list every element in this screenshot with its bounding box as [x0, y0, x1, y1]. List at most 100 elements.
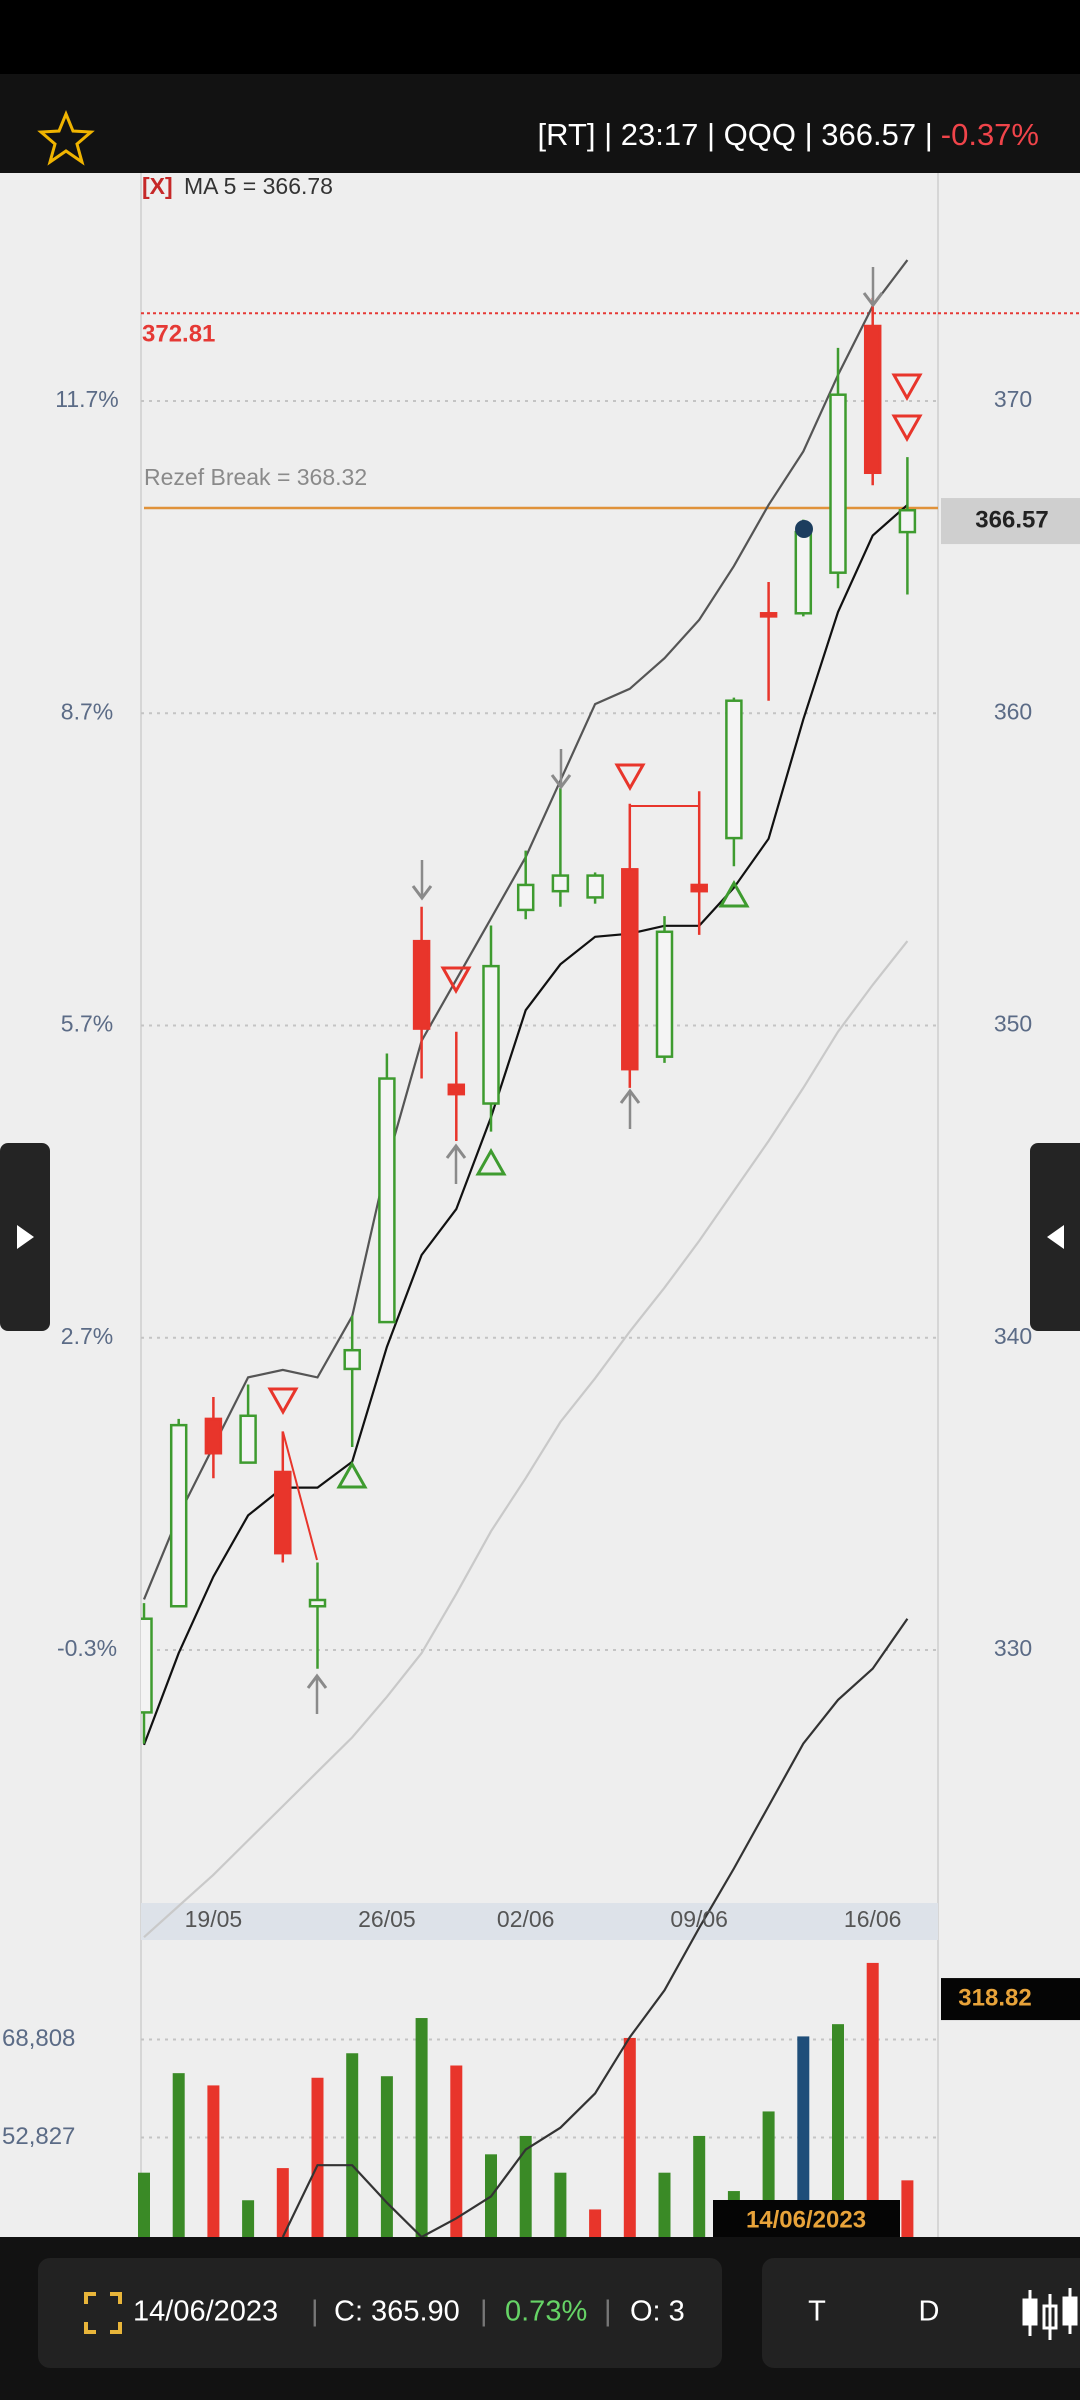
volume-bar: [519, 2135, 532, 2237]
up-arrow-head: [619, 1088, 641, 1104]
price-tick-label: 340: [994, 1323, 1032, 1349]
candle-body: [412, 939, 431, 1030]
percent-tick-label: 5.7%: [61, 1011, 113, 1037]
candle-body: [204, 1417, 223, 1455]
volume-bar: [276, 2168, 289, 2237]
candle-body: [141, 1617, 153, 1714]
volume-bar: [242, 2200, 255, 2237]
up-arrow-head: [306, 1673, 328, 1689]
candle-body: [169, 1423, 188, 1608]
volume-bar: [450, 2065, 463, 2237]
cursor-date: 14/06/2023: [746, 2206, 866, 2233]
separator: |: [480, 2296, 488, 2328]
candle-body: [621, 868, 639, 1071]
candle-body: [447, 1083, 466, 1096]
percent-tick-label: 11.7%: [55, 386, 119, 412]
candle-body: [898, 508, 917, 534]
volume-bar: [832, 2024, 844, 2237]
candle-body: [655, 930, 674, 1058]
candle-body: [274, 1470, 292, 1555]
separator: |: [311, 2296, 319, 2328]
left-tab-arrow: [17, 1225, 34, 1249]
date-strip: [141, 1903, 938, 1940]
date-label: 02/06: [497, 1906, 555, 1932]
candle-body: [378, 1077, 396, 1324]
volume-bar: [866, 1962, 879, 2237]
date-label: 26/05: [358, 1906, 416, 1932]
volume-bar: [207, 2085, 220, 2237]
volume-tick-label: 52,827: [2, 2123, 75, 2150]
header-bar: [0, 74, 1080, 173]
volume-bar: [380, 2076, 393, 2237]
level-label: 372.81: [142, 321, 215, 348]
percent-tick-label: -0.3%: [57, 1635, 117, 1661]
price-tick-label: 370: [994, 386, 1032, 412]
sell-signal: [614, 763, 646, 792]
candle-body: [863, 324, 882, 475]
ma-line: [143, 940, 909, 1939]
price-tick-label: 360: [994, 698, 1032, 724]
down-arrow-head: [550, 774, 572, 790]
expand-icon[interactable]: [84, 2292, 122, 2334]
volume-bar: [415, 2018, 428, 2237]
header-quote: [RT] | 23:17 | QQQ | 366.57 | -0.37%: [538, 117, 1039, 152]
candle-body: [308, 1598, 327, 1608]
candle-body: [794, 530, 813, 615]
header-text: [RT] | 23:17 | QQQ | 366.57 |: [538, 117, 933, 152]
chart-type-icon[interactable]: [1022, 2288, 1078, 2340]
ma-line: [281, 1618, 909, 2237]
date-label: 16/06: [844, 1906, 902, 1932]
down-arrow-head: [411, 885, 433, 901]
volume-bar: [658, 2172, 671, 2237]
buy-signal: [475, 1147, 507, 1176]
price-marker-box: [941, 1978, 1080, 2021]
sell-signal: [891, 414, 923, 443]
last-price-label: 366.57: [975, 506, 1048, 533]
volume-bar: [554, 2172, 567, 2237]
candle-body: [725, 699, 743, 840]
candle-body: [239, 1414, 257, 1464]
volume-bar: [623, 2037, 636, 2237]
volume-bar: [901, 2180, 914, 2237]
price-marker-label: 318.82: [958, 1984, 1031, 2011]
volume-bar: [346, 2053, 359, 2237]
date-label: 09/06: [670, 1906, 728, 1932]
candle-body: [516, 883, 535, 912]
separator: |: [604, 2296, 612, 2328]
period-button[interactable]: T: [808, 2296, 826, 2328]
info-panel: [38, 2258, 722, 2368]
footer-change: 0.73%: [505, 2296, 587, 2328]
candle-body: [343, 1348, 361, 1371]
status-bar: [0, 0, 1080, 74]
candle-body: [829, 393, 847, 574]
down-arrow-head: [862, 292, 884, 308]
up-arrow-head: [445, 1143, 467, 1159]
period-button[interactable]: D: [919, 2296, 940, 2328]
date-label: 19/05: [185, 1906, 243, 1932]
footer-close: C: 365.90: [334, 2296, 460, 2328]
favorite-star[interactable]: [37, 110, 95, 166]
header-change: -0.37%: [941, 117, 1039, 152]
ma-line: [142, 504, 909, 1746]
sell-signal: [440, 966, 472, 995]
volume-bar: [589, 2209, 602, 2237]
cursor-date-box: [713, 2200, 900, 2240]
buy-signal: [718, 879, 750, 908]
last-price-box: [941, 498, 1080, 545]
candle-body: [551, 874, 570, 893]
price-tick-label: 350: [994, 1011, 1032, 1037]
buy-signal: [336, 1460, 368, 1489]
candle-body: [759, 612, 778, 618]
volume-bar: [138, 2172, 150, 2237]
footer-open: O: 36: [630, 2296, 701, 2328]
volume-tick-label: 68,808: [2, 2025, 75, 2052]
sell-signal: [891, 373, 923, 402]
signal-connector: [282, 1431, 318, 1561]
price-tick-label: 330: [994, 1635, 1032, 1661]
ma-marker[interactable]: [X]: [142, 173, 173, 199]
volume-bar: [311, 2077, 324, 2237]
right-tab-arrow: [1047, 1225, 1064, 1249]
percent-tick-label: 2.7%: [61, 1323, 113, 1349]
signal-connector: [630, 805, 700, 887]
